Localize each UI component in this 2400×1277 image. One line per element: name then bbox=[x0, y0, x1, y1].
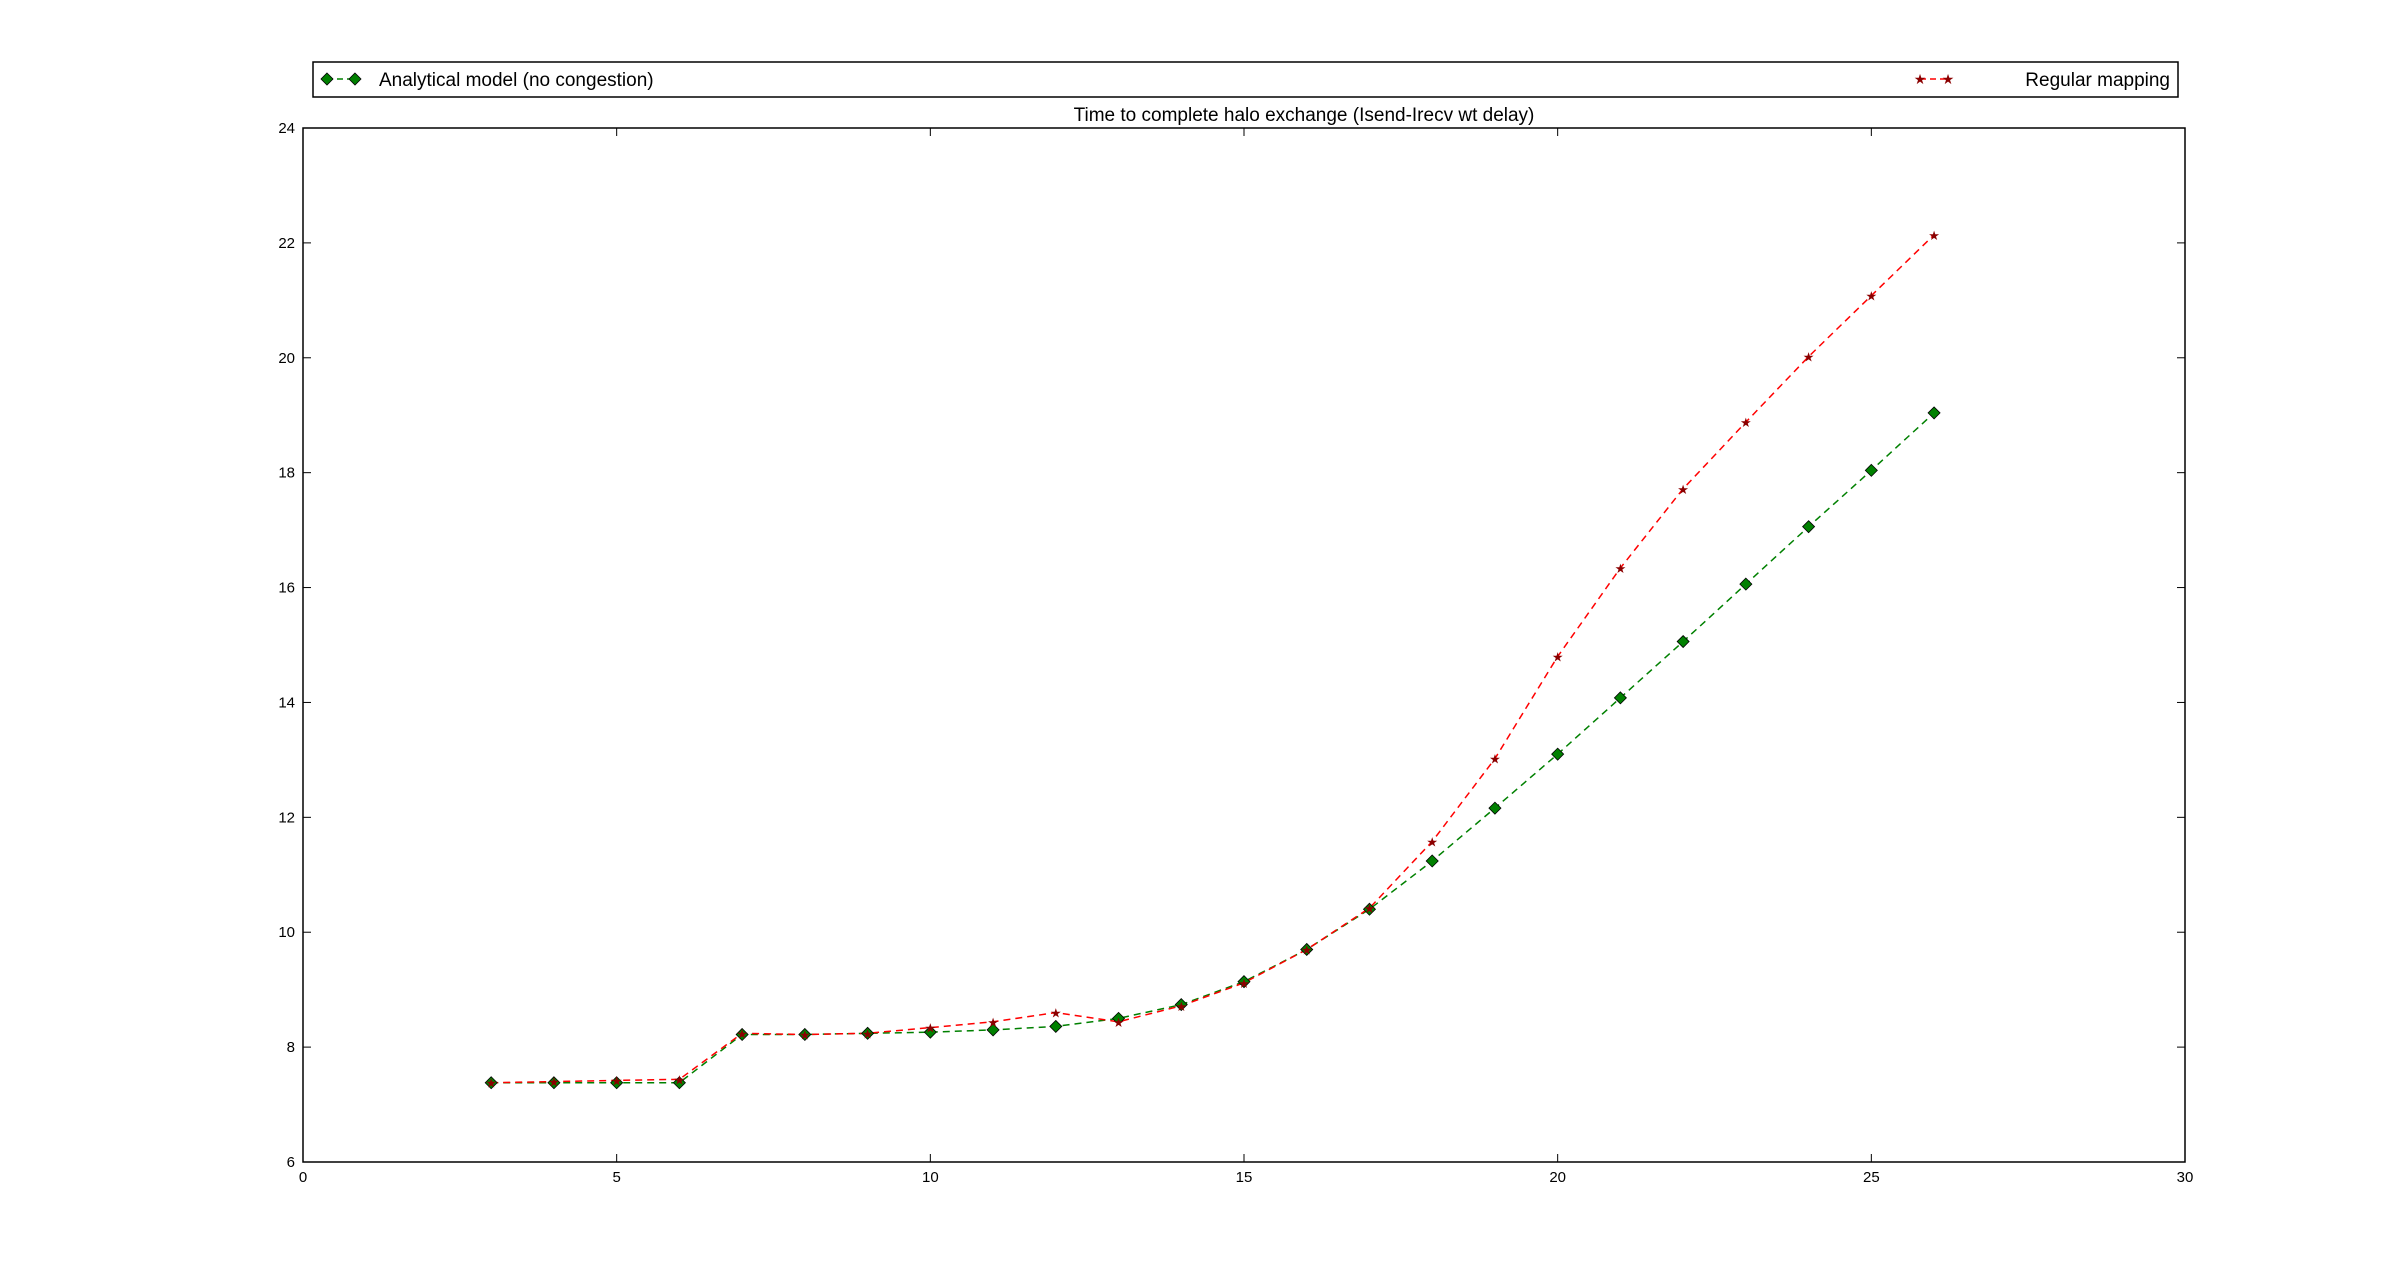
data-point-analytical bbox=[1613, 691, 1627, 705]
legend-box bbox=[312, 61, 2179, 98]
x-tick-label: 10 bbox=[922, 1169, 939, 1186]
x-tick-label: 25 bbox=[1863, 1169, 1880, 1186]
y-tick-label: 20 bbox=[278, 350, 295, 367]
data-point-regular: ★ bbox=[1552, 650, 1564, 665]
x-tick-label: 15 bbox=[1236, 1169, 1253, 1186]
series-layer: ★ ★ ★ ★ ★ ★ ★ ★ ★ ★ ★ ★ ★ ★ ★ ★ ★ ★ ★ ★ ★ ★ ★ ★ bbox=[484, 229, 1941, 1092]
data-point-regular: ★ bbox=[1364, 902, 1376, 917]
data-point-analytical bbox=[1864, 463, 1878, 477]
data-point-analytical bbox=[1551, 747, 1565, 761]
data-point-regular: ★ bbox=[1677, 483, 1689, 498]
y-tick-label: 16 bbox=[278, 580, 295, 597]
data-point-regular: ★ bbox=[736, 1027, 748, 1042]
data-point-analytical bbox=[1111, 1011, 1126, 1025]
legend: Analytical model (no congestion) ★ ★ Reg… bbox=[312, 61, 2179, 98]
data-point-regular: ★ bbox=[1238, 977, 1250, 992]
y-tick-label: 14 bbox=[278, 694, 295, 711]
legend-marker-analytical-left bbox=[320, 72, 334, 86]
data-point-analytical bbox=[484, 1076, 498, 1090]
data-point-regular: ★ bbox=[1866, 290, 1878, 305]
x-tick-label: 20 bbox=[1549, 1169, 1566, 1186]
chart-title: Time to complete halo exchange (Isend-Ir… bbox=[1074, 105, 1535, 126]
series-line-analytical bbox=[491, 412, 1935, 1084]
data-point-analytical bbox=[610, 1076, 624, 1090]
legend-label-analytical: Analytical model (no congestion) bbox=[379, 70, 654, 91]
data-point-regular: ★ bbox=[799, 1028, 811, 1043]
x-tick-label: 30 bbox=[2177, 1169, 2194, 1186]
data-point-regular: ★ bbox=[925, 1022, 937, 1037]
data-point-analytical bbox=[735, 1027, 749, 1042]
data-point-analytical bbox=[1362, 902, 1377, 916]
data-point-regular: ★ bbox=[1489, 753, 1501, 768]
y-tick-label: 22 bbox=[278, 235, 295, 252]
data-point-regular: ★ bbox=[1426, 835, 1438, 850]
data-point-regular: ★ bbox=[1301, 943, 1313, 958]
data-point-analytical bbox=[1488, 801, 1502, 815]
data-point-analytical bbox=[1425, 854, 1439, 868]
y-tick-label: 6 bbox=[287, 1154, 295, 1171]
data-point-analytical bbox=[1049, 1019, 1063, 1033]
y-tick-label: 24 bbox=[278, 120, 295, 137]
data-point-analytical bbox=[1927, 406, 1941, 420]
legend-entry-analytical: Analytical model (no congestion) bbox=[320, 70, 654, 91]
data-point-analytical bbox=[1676, 634, 1690, 649]
data-point-analytical bbox=[1174, 998, 1188, 1012]
x-tick-label: 5 bbox=[612, 1169, 620, 1186]
data-point-regular: ★ bbox=[611, 1074, 623, 1089]
data-point-analytical bbox=[861, 1026, 875, 1040]
data-point-analytical bbox=[923, 1025, 937, 1039]
data-point-regular: ★ bbox=[1740, 416, 1752, 431]
data-point-regular: ★ bbox=[1175, 1000, 1187, 1015]
data-point-analytical bbox=[1300, 942, 1314, 957]
x-axis: 0 5 10 15 20 25 30 bbox=[299, 128, 2194, 1186]
y-tick-label: 12 bbox=[278, 809, 295, 826]
data-point-regular: ★ bbox=[987, 1016, 999, 1031]
data-point-analytical bbox=[986, 1023, 1000, 1037]
data-point-analytical bbox=[798, 1027, 812, 1042]
data-point-regular: ★ bbox=[548, 1076, 560, 1091]
data-point-analytical bbox=[1802, 520, 1816, 534]
legend-marker-analytical-right bbox=[348, 72, 362, 86]
data-point-regular: ★ bbox=[674, 1073, 686, 1088]
series-line-regular bbox=[491, 234, 1935, 1084]
data-point-regular: ★ bbox=[1050, 1007, 1062, 1022]
y-tick-label: 10 bbox=[278, 924, 295, 941]
data-point-analytical bbox=[547, 1076, 561, 1090]
data-point-regular: ★ bbox=[485, 1077, 497, 1092]
data-point-regular: ★ bbox=[1113, 1016, 1125, 1031]
legend-label-regular: Regular mapping bbox=[2025, 70, 2170, 91]
legend-marker-regular-right: ★ bbox=[1942, 72, 1955, 88]
data-point-regular: ★ bbox=[1615, 562, 1627, 577]
y-axis: 6 8 10 12 14 16 18 20 22 24 bbox=[278, 120, 2185, 1171]
legend-marker-regular-left: ★ bbox=[1914, 72, 1927, 88]
y-tick-label: 18 bbox=[278, 465, 295, 482]
x-tick-label: 0 bbox=[299, 1169, 307, 1186]
data-point-regular: ★ bbox=[1928, 229, 1940, 244]
data-point-analytical bbox=[1237, 975, 1251, 989]
data-point-analytical bbox=[1739, 577, 1753, 591]
data-point-regular: ★ bbox=[862, 1027, 874, 1042]
data-point-analytical bbox=[672, 1076, 686, 1090]
y-tick-label: 8 bbox=[287, 1039, 295, 1056]
data-point-regular: ★ bbox=[1803, 351, 1815, 366]
legend-entry-regular: ★ ★ Regular mapping bbox=[1914, 70, 2170, 91]
plot-area-frame bbox=[302, 127, 2186, 1163]
